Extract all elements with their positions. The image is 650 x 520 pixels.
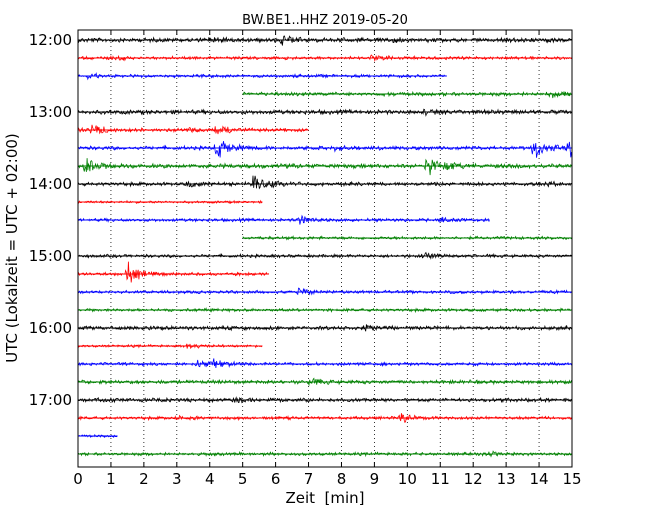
trace-1245 xyxy=(242,90,573,99)
trace-1230 xyxy=(77,72,447,81)
y-tick-label: 13:00 xyxy=(29,103,72,121)
x-tick-label: 9 xyxy=(370,470,380,488)
trace-1415 xyxy=(77,199,263,205)
y-axis-label: UTC (Lokalzeit = UTC + 02:00) xyxy=(3,133,21,363)
x-tick-label: 0 xyxy=(73,470,83,488)
x-tick-label: 6 xyxy=(271,470,281,488)
trace-1615 xyxy=(77,343,263,350)
grid-lines xyxy=(110,30,540,467)
x-tick-label: 4 xyxy=(205,470,215,488)
x-tick-label: 1 xyxy=(106,470,116,488)
trace-1600 xyxy=(77,324,572,332)
x-tick-label: 5 xyxy=(238,470,248,488)
trace-1745 xyxy=(77,450,572,458)
trace-1500 xyxy=(77,251,572,260)
seismic-traces xyxy=(77,35,573,458)
trace-1700 xyxy=(77,396,572,404)
x-tick-label: 11 xyxy=(431,470,450,488)
x-tick-label: 8 xyxy=(337,470,347,488)
y-axis-ticks: 12:00 13:00 14:00 15:00 16:00 17:00 xyxy=(29,31,572,409)
trace-1400 xyxy=(77,175,572,190)
trace-1645 xyxy=(77,377,572,387)
trace-1430 xyxy=(77,214,490,225)
x-axis-ticks: 0 1 2 3 4 5 6 7 8 9 10 11 12 13 14 15 xyxy=(73,30,582,488)
trace-1445 xyxy=(242,235,572,241)
trace-1200 xyxy=(77,35,572,46)
trace-1715 xyxy=(77,413,572,423)
x-tick-label: 2 xyxy=(139,470,149,488)
chart-title: BW.BE1..HHZ 2019-05-20 xyxy=(242,13,408,28)
trace-1515 xyxy=(77,261,269,283)
x-tick-label: 13 xyxy=(497,470,516,488)
x-tick-label: 12 xyxy=(464,470,483,488)
trace-1530 xyxy=(77,287,572,296)
trace-1300 xyxy=(77,108,572,117)
y-tick-label: 15:00 xyxy=(29,247,72,265)
trace-1730 xyxy=(77,433,118,439)
trace-1545 xyxy=(77,307,572,314)
trace-1345 xyxy=(77,158,572,176)
x-tick-label: 15 xyxy=(562,470,581,488)
x-tick-label: 14 xyxy=(530,470,549,488)
trace-1215 xyxy=(77,54,572,63)
x-tick-label: 7 xyxy=(304,470,314,488)
trace-1330 xyxy=(77,141,572,158)
y-tick-label: 14:00 xyxy=(29,175,72,193)
x-axis-label: Zeit [min] xyxy=(285,489,364,507)
trace-1630 xyxy=(77,358,572,368)
trace-1315 xyxy=(77,124,309,135)
y-tick-label: 12:00 xyxy=(29,31,72,49)
plot-frame xyxy=(77,29,573,468)
y-tick-label: 16:00 xyxy=(29,319,72,337)
x-tick-label: 3 xyxy=(172,470,182,488)
x-tick-label: 10 xyxy=(398,470,417,488)
y-tick-label: 17:00 xyxy=(29,391,72,409)
